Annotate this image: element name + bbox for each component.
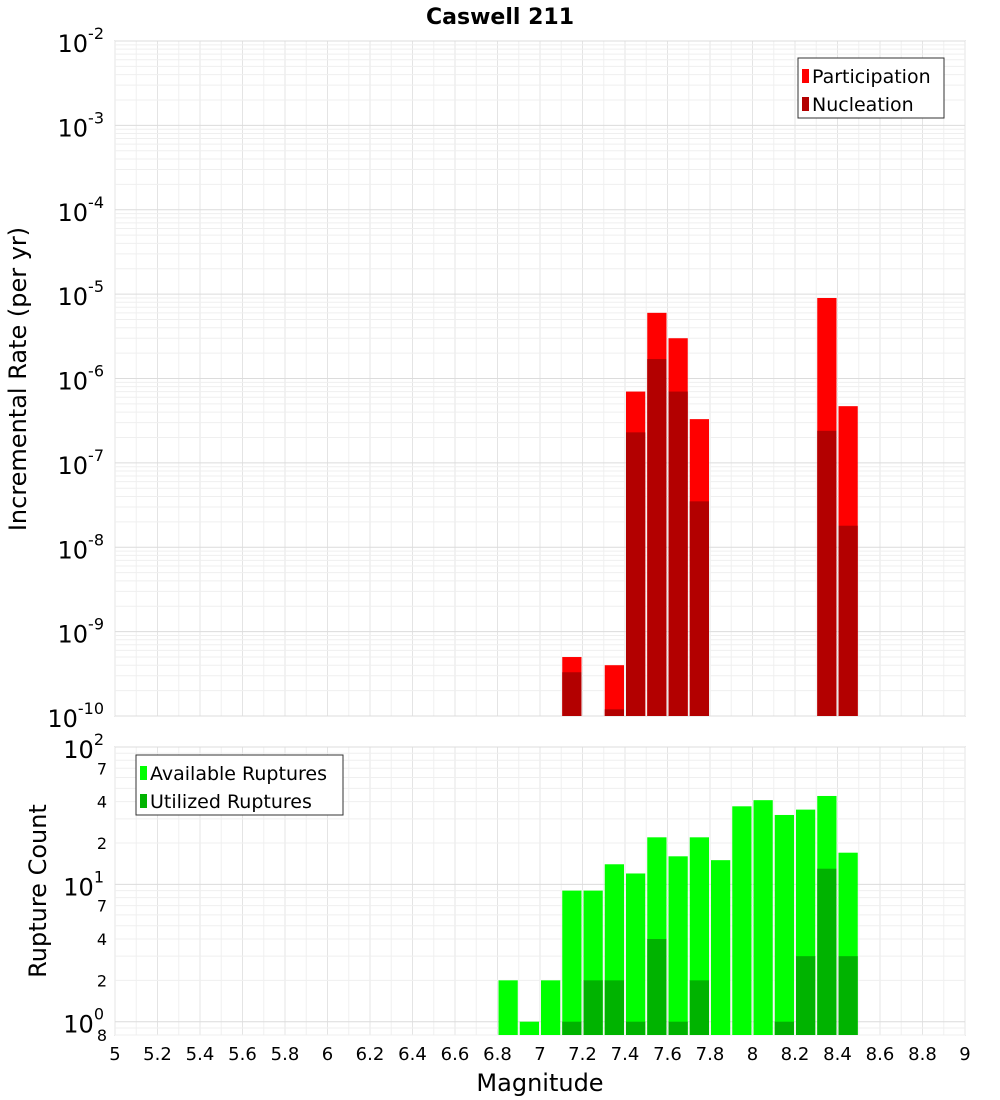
bottom-bar-utilized-ruptures	[817, 868, 837, 1035]
x-tick-label: 8.2	[781, 1044, 810, 1065]
x-tick-label: 7.2	[568, 1044, 597, 1065]
top-y-tick-label: 10-4	[58, 193, 105, 227]
x-tick-label: 5.2	[143, 1044, 172, 1065]
top-bar-participation	[604, 665, 624, 716]
top-bar-nucleation	[626, 432, 646, 716]
bottom-bar-utilized-ruptures	[774, 1021, 794, 1035]
top-bar-nucleation	[604, 709, 624, 716]
bottom-y-tick-labels: 8 2 4 7 2 4 7 100 101 102	[63, 730, 107, 1045]
x-tick-label: 5.6	[228, 1044, 257, 1065]
top-y-tick-label: 10-3	[58, 108, 105, 142]
bottom-y-axis-title: Rupture Count	[24, 804, 52, 978]
bottom-bar-utilized-ruptures	[668, 1021, 688, 1035]
top-bar-nucleation	[647, 359, 667, 716]
top-legend-swatch	[802, 97, 809, 111]
top-panel: 10-10 10-9 10-8 10-7 10-6 10-5 10-4 10-3 10-2 In…	[4, 24, 966, 733]
bottom-bar-utilized-ruptures	[647, 939, 667, 1035]
bottom-legend: Available Ruptures Utilized Ruptures	[135, 754, 344, 816]
bottom-y-tick-label: 4	[97, 793, 107, 812]
top-legend: Participation Nucleation	[797, 57, 945, 119]
top-legend-swatch	[802, 69, 809, 83]
top-y-tick-label: 10-8	[58, 530, 105, 564]
x-tick-label: 8.6	[866, 1044, 895, 1065]
bottom-legend-box	[135, 754, 344, 816]
bottom-bar-utilized-ruptures	[626, 1021, 646, 1035]
bottom-bar-utilized-ruptures	[562, 1021, 582, 1035]
x-tick-label: 6.8	[483, 1044, 512, 1065]
bottom-bar-available-ruptures	[626, 873, 646, 1035]
x-tick-labels: 5 5.2 5.4 5.6 5.8 6 6.2 6.4 6.6 6.8 7 7.2 7.4 7.6 7.8 8…	[109, 1044, 970, 1065]
x-tick-label: 7.8	[696, 1044, 725, 1065]
top-y-tick-label: 10-10	[47, 699, 104, 733]
bottom-bars	[498, 795, 858, 1035]
x-tick-label: 6	[322, 1044, 333, 1065]
bottom-y-tick-label: 2	[97, 971, 107, 990]
top-y-axis-title: Incremental Rate (per yr)	[4, 227, 32, 531]
x-tick-label: 5.8	[271, 1044, 300, 1065]
bottom-bar-utilized-ruptures	[689, 980, 709, 1035]
bottom-bar-available-ruptures	[668, 856, 688, 1035]
top-bar-nucleation	[668, 391, 688, 716]
top-grid	[114, 40, 966, 717]
top-y-tick-label: 10-5	[58, 277, 105, 311]
x-tick-label: 8.4	[823, 1044, 852, 1065]
top-legend-label: Participation	[812, 66, 931, 88]
bottom-bar-available-ruptures	[541, 980, 561, 1035]
bottom-y-decade-label: 102	[63, 730, 104, 764]
x-tick-label: 5	[109, 1044, 120, 1065]
x-tick-label: 9	[959, 1044, 970, 1065]
bottom-legend-swatch	[140, 766, 147, 780]
bottom-y-tick-label: 8	[97, 1026, 107, 1045]
bottom-bar-available-ruptures	[753, 800, 773, 1035]
bottom-bar-utilized-ruptures	[583, 980, 603, 1035]
bottom-bar-available-ruptures	[774, 814, 794, 1035]
x-tick-label: 7	[534, 1044, 545, 1065]
top-y-tick-labels: 10-10 10-9 10-8 10-7 10-6 10-5 10-4 10-3 10-2	[47, 24, 104, 733]
x-tick-label: 7.4	[611, 1044, 640, 1065]
top-bar-nucleation	[562, 672, 582, 716]
x-axis-title: Magnitude	[476, 1069, 603, 1097]
x-tick-label: 8.8	[908, 1044, 937, 1065]
top-legend-box	[797, 57, 945, 119]
bottom-bar-available-ruptures	[711, 860, 731, 1035]
top-y-tick-label: 10-2	[58, 24, 105, 58]
bottom-y-tick-label: 7	[97, 897, 107, 916]
bottom-y-tick-label: 4	[97, 930, 107, 949]
bottom-bar-available-ruptures	[562, 890, 582, 1035]
bottom-bar-available-ruptures	[498, 980, 518, 1035]
x-tick-label: 6.4	[398, 1044, 427, 1065]
bottom-legend-swatch	[140, 794, 147, 808]
top-bar-nucleation	[689, 501, 709, 716]
bottom-bar-available-ruptures	[732, 806, 752, 1035]
top-y-tick-label: 10-9	[58, 615, 105, 649]
top-bar-nucleation	[838, 525, 858, 716]
bottom-bar-utilized-ruptures	[796, 956, 816, 1035]
top-bars	[562, 297, 858, 716]
bottom-y-tick-label: 2	[97, 834, 107, 853]
bottom-y-decade-label: 100	[63, 1005, 104, 1039]
x-tick-label: 5.4	[186, 1044, 215, 1065]
bottom-legend-label: Utilized Ruptures	[150, 791, 312, 813]
x-tick-label: 6.2	[356, 1044, 385, 1065]
bottom-bar-available-ruptures	[519, 1021, 539, 1035]
top-y-tick-label: 10-7	[58, 446, 105, 480]
bottom-y-decade-label: 101	[63, 867, 104, 901]
top-y-tick-label: 10-6	[58, 362, 105, 396]
chart-title: Caswell 211	[426, 5, 574, 30]
top-legend-label: Nucleation	[812, 94, 914, 116]
bottom-y-tick-label: 7	[97, 759, 107, 778]
bottom-panel: 8 2 4 7 2 4 7 100 101 102 5 5.2 5.4 5.6 5.8 6 6.2 6.4 6.6…	[24, 730, 971, 1097]
bottom-bar-utilized-ruptures	[838, 956, 858, 1035]
x-tick-label: 7.6	[653, 1044, 682, 1065]
x-tick-label: 6.6	[441, 1044, 470, 1065]
x-tick-label: 8	[747, 1044, 758, 1065]
bottom-bar-utilized-ruptures	[604, 980, 624, 1035]
bottom-legend-label: Available Ruptures	[150, 763, 327, 785]
top-bar-nucleation	[817, 430, 837, 716]
